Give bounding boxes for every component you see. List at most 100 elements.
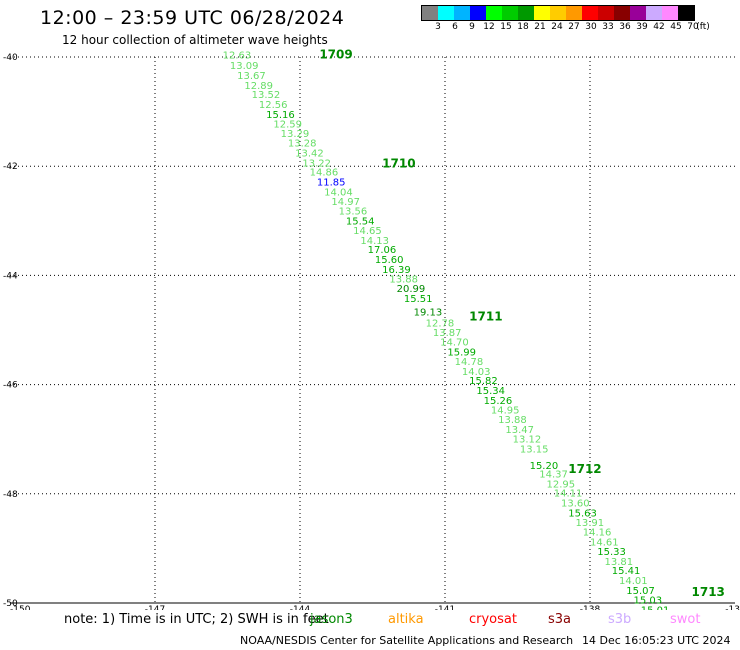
legend-swatch <box>678 6 694 20</box>
swh-observation: 12.56 <box>259 100 288 111</box>
legend-color-bar <box>421 5 695 21</box>
swh-observation: 15.54 <box>346 216 375 227</box>
legend-swatch <box>566 6 582 20</box>
legend-label: 27 <box>568 22 580 32</box>
swh-observation: 13.42 <box>295 149 324 160</box>
legend-swatch <box>534 6 550 20</box>
satellite-s3a: s3a <box>548 612 572 627</box>
swh-observation: 14.13 <box>360 236 389 247</box>
lon-tick-label: -138 <box>580 605 601 610</box>
legend-swatch <box>630 6 646 20</box>
legend-label: 21 <box>534 22 546 32</box>
altimeter-map[interactable]: -40 -42 -44 -46 -48 -50-150 -147 -144 -141 -138 -1… <box>0 0 740 610</box>
satellite-jason3: jason3 <box>310 612 353 627</box>
footer-credit: NOAA/NESDIS Center for Satellite Applica… <box>240 634 574 647</box>
legend-swatch <box>550 6 566 20</box>
swh-observation: 12.59 <box>273 120 302 131</box>
legend-label: 3 <box>435 22 441 32</box>
legend-label: 39 <box>636 22 648 32</box>
swh-observation: 15.01 <box>641 606 670 610</box>
swh-observation: 12.78 <box>426 318 455 329</box>
legend-label: 18 <box>517 22 529 32</box>
swh-observation: 19.13 <box>414 307 443 318</box>
swh-observation: 13.88 <box>389 275 418 286</box>
swh-observation: 13.22 <box>302 158 331 169</box>
swh-observation: 13.09 <box>230 61 259 72</box>
satellite-swot: swot <box>670 612 701 627</box>
swh-observation: 15.41 <box>612 566 641 577</box>
swh-observation: 13.15 <box>520 444 549 455</box>
swh-observation: 12.95 <box>547 479 576 490</box>
swh-observation: 15.63 <box>568 508 597 519</box>
swh-observation: 12.63 <box>223 50 252 61</box>
swh-observation: 15.82 <box>469 376 498 387</box>
legend-swatch <box>470 6 486 20</box>
map-grid <box>10 56 735 604</box>
legend-swatch <box>614 6 630 20</box>
swh-observation: 13.29 <box>281 129 310 140</box>
footer-date: 14 Dec 16:05:23 UTC 2024 <box>582 634 731 647</box>
satellite-altika: altika <box>388 612 424 627</box>
pass-number-label: 1713 <box>692 585 725 599</box>
swh-observation: 20.99 <box>397 284 426 295</box>
swh-observation: 15.07 <box>626 586 655 597</box>
swh-observation: 14.03 <box>462 367 491 378</box>
lon-tick-label: -150 <box>10 605 31 610</box>
legend-label: 30 <box>585 22 597 32</box>
swh-observation: 14.95 <box>491 406 520 417</box>
satellite-cryosat: cryosat <box>469 612 517 627</box>
legend-swatch <box>486 6 502 20</box>
swh-observation: 14.16 <box>583 527 612 538</box>
legend-swatch <box>662 6 678 20</box>
legend-swatch <box>582 6 598 20</box>
legend-label: 6 <box>452 22 458 32</box>
legend-swatch <box>502 6 518 20</box>
legend-label: 9 <box>469 22 475 32</box>
wave-height-legend: 3 6 9 12 15 18 21 24 27 30 33 36 39 42 45 70 (ft) <box>421 5 710 36</box>
satellite-s3b: s3b <box>608 612 632 627</box>
swh-observation: 12.89 <box>244 81 273 92</box>
legend-label: 33 <box>602 22 614 32</box>
swh-observation: 15.20 <box>530 461 559 472</box>
legend-swatch <box>518 6 534 20</box>
legend-label: 42 <box>653 22 665 32</box>
lon-tick-label: -144 <box>290 605 311 610</box>
swh-observation: 15.26 <box>484 396 513 407</box>
swh-observation: 13.91 <box>576 518 605 529</box>
swh-observation: 15.33 <box>597 547 626 558</box>
swh-observation: 15.60 <box>375 255 404 266</box>
legend-label: 24 <box>551 22 563 32</box>
legend-label: 12 <box>483 22 495 32</box>
swh-observation: 13.28 <box>288 139 317 150</box>
lat-tick-label: -42 <box>3 162 18 172</box>
swh-observation: 15.99 <box>447 347 476 358</box>
swh-observation: 11.85 <box>317 177 346 188</box>
pass-number-label: 1710 <box>382 156 415 170</box>
swh-observation: 14.70 <box>440 337 469 348</box>
legend-label: 36 <box>619 22 631 32</box>
legend-label: 70 <box>687 22 699 32</box>
swh-observation: 13.88 <box>498 415 527 426</box>
note-text: note: 1) Time is in UTC; 2) SWH is in fe… <box>64 612 329 627</box>
legend-labels: 3 6 9 12 15 18 21 24 27 30 33 36 39 42 45 70 (ft) <box>421 22 710 36</box>
axis-labels: -40 -42 -44 -46 -48 -50-150 -147 -144 -141 -138 -1… <box>3 53 740 610</box>
pass-number-label: 1709 <box>319 47 352 61</box>
lon-tick-label: -13 <box>725 605 740 610</box>
legend-swatch <box>454 6 470 20</box>
chart-subtitle: 12 hour collection of altimeter wave hei… <box>62 33 328 47</box>
swh-observation: 14.11 <box>554 489 583 500</box>
swh-observation: 14.78 <box>455 357 484 368</box>
swh-observation: 13.60 <box>561 499 590 510</box>
swh-observation: 15.03 <box>634 596 663 607</box>
legend-swatch <box>646 6 662 20</box>
legend-swatch <box>598 6 614 20</box>
legend-label: 45 <box>670 22 682 32</box>
chart-title: 12:00 – 23:59 UTC 06/28/2024 <box>40 7 345 29</box>
swh-observation: 15.34 <box>476 386 505 397</box>
note-row: note: 1) Time is in UTC; 2) SWH is in fe… <box>64 612 740 630</box>
swh-observation: 16.39 <box>382 265 411 276</box>
swh-observation: 13.67 <box>237 71 266 82</box>
wave-height-observations: 12.6313.0913.6712.8913.5212.5615.1612.59… <box>223 50 670 610</box>
lon-tick-label: -147 <box>145 605 165 610</box>
swh-observation: 13.47 <box>505 425 534 436</box>
